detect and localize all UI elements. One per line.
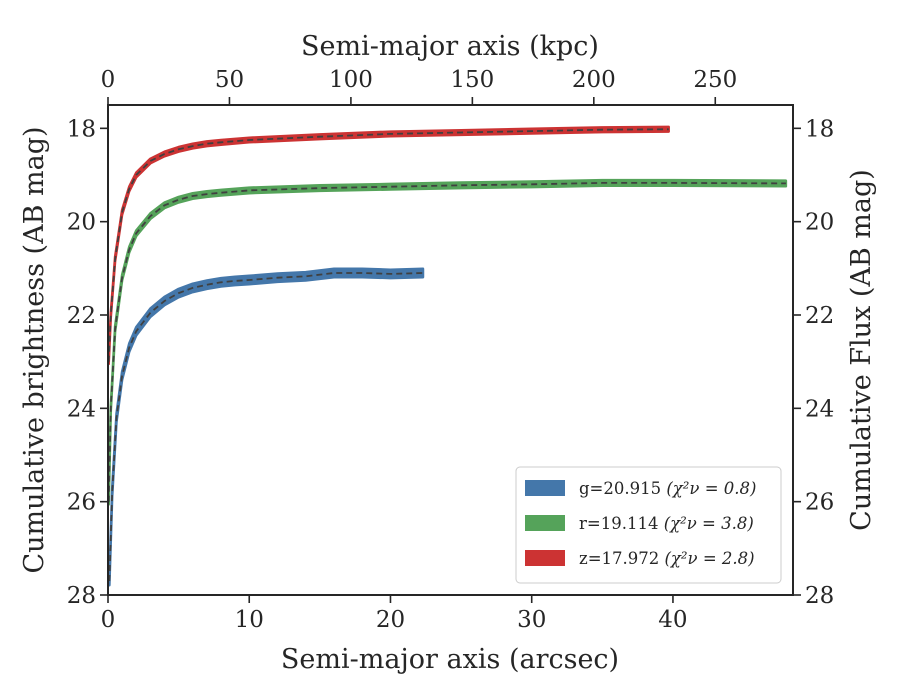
right-y-tick-label: 18 bbox=[805, 116, 834, 142]
x-tick-label: 0 bbox=[101, 607, 116, 633]
legend-name: r=19.114 bbox=[579, 514, 664, 533]
axes-layer: 0 10 20 30 40 0 50 100 150 200 250 18 20 22 24 26 28 18 20… bbox=[67, 67, 835, 633]
legend-chi: (χ²ν = 3.8) bbox=[664, 514, 754, 533]
y-tick-label: 24 bbox=[67, 396, 96, 422]
x-axis-title: Semi-major axis (arcsec) bbox=[281, 644, 619, 675]
legend-chi: (χ²ν = 0.8) bbox=[666, 479, 756, 498]
legend-chi: (χ²ν = 2.8) bbox=[665, 549, 755, 568]
x-tick-label: 30 bbox=[517, 607, 546, 633]
plot-frame bbox=[107, 104, 794, 596]
right-y-tick-label: 28 bbox=[805, 583, 834, 609]
top-x-tick-label: 50 bbox=[215, 67, 244, 93]
right-y-tick-label: 26 bbox=[805, 490, 834, 516]
series-band-1 bbox=[108, 267, 425, 587]
top-x-tick-label: 150 bbox=[450, 67, 494, 93]
x-tick-label: 40 bbox=[658, 607, 687, 633]
legend-label-3: z=17.972 (χ²ν = 2.8) bbox=[579, 549, 755, 568]
y-tick-label: 28 bbox=[67, 583, 96, 609]
y-tick-label: 26 bbox=[67, 490, 96, 516]
top-x-axis-title: Semi-major axis (kpc) bbox=[301, 31, 599, 62]
y-tick-label: 18 bbox=[67, 116, 96, 142]
series-layer bbox=[107, 125, 788, 587]
x-tick-label: 20 bbox=[376, 607, 405, 633]
series-model-line-3 bbox=[107, 128, 669, 362]
top-x-tick-label: 250 bbox=[693, 67, 737, 93]
series-model-line-2 bbox=[107, 181, 786, 502]
y-tick-label: 22 bbox=[67, 303, 96, 329]
legend-swatch-2 bbox=[525, 515, 565, 531]
right-y-tick-label: 24 bbox=[805, 396, 834, 422]
x-tick-label: 10 bbox=[235, 607, 264, 633]
top-x-tick-label: 100 bbox=[329, 67, 373, 93]
y-axis-title: Cumulative brightness (AB mag) bbox=[19, 126, 50, 573]
series-band-3 bbox=[107, 125, 670, 366]
top-x-tick-label: 200 bbox=[572, 67, 616, 93]
top-x-tick-label: 0 bbox=[101, 67, 116, 93]
right-y-tick-label: 22 bbox=[805, 303, 834, 329]
legend-label-2: r=19.114 (χ²ν = 3.8) bbox=[579, 514, 754, 533]
legend-label-1: g=20.915 (χ²ν = 0.8) bbox=[579, 479, 756, 498]
y-tick-label: 20 bbox=[67, 210, 96, 236]
legend-swatch-3 bbox=[525, 550, 565, 566]
legend: g=20.915 (χ²ν = 0.8)r=19.114 (χ²ν = 3.8)… bbox=[515, 466, 782, 584]
legend-swatch-1 bbox=[525, 480, 565, 496]
legend-name: g=20.915 bbox=[579, 479, 666, 498]
legend-name: z=17.972 bbox=[579, 549, 665, 568]
right-y-tick-label: 20 bbox=[805, 210, 834, 236]
legend-box bbox=[515, 466, 782, 584]
right-y-axis-title: Cumulative Flux (AB mag) bbox=[846, 169, 877, 531]
series-model-line-1 bbox=[108, 272, 424, 582]
series-band-2 bbox=[107, 178, 788, 506]
